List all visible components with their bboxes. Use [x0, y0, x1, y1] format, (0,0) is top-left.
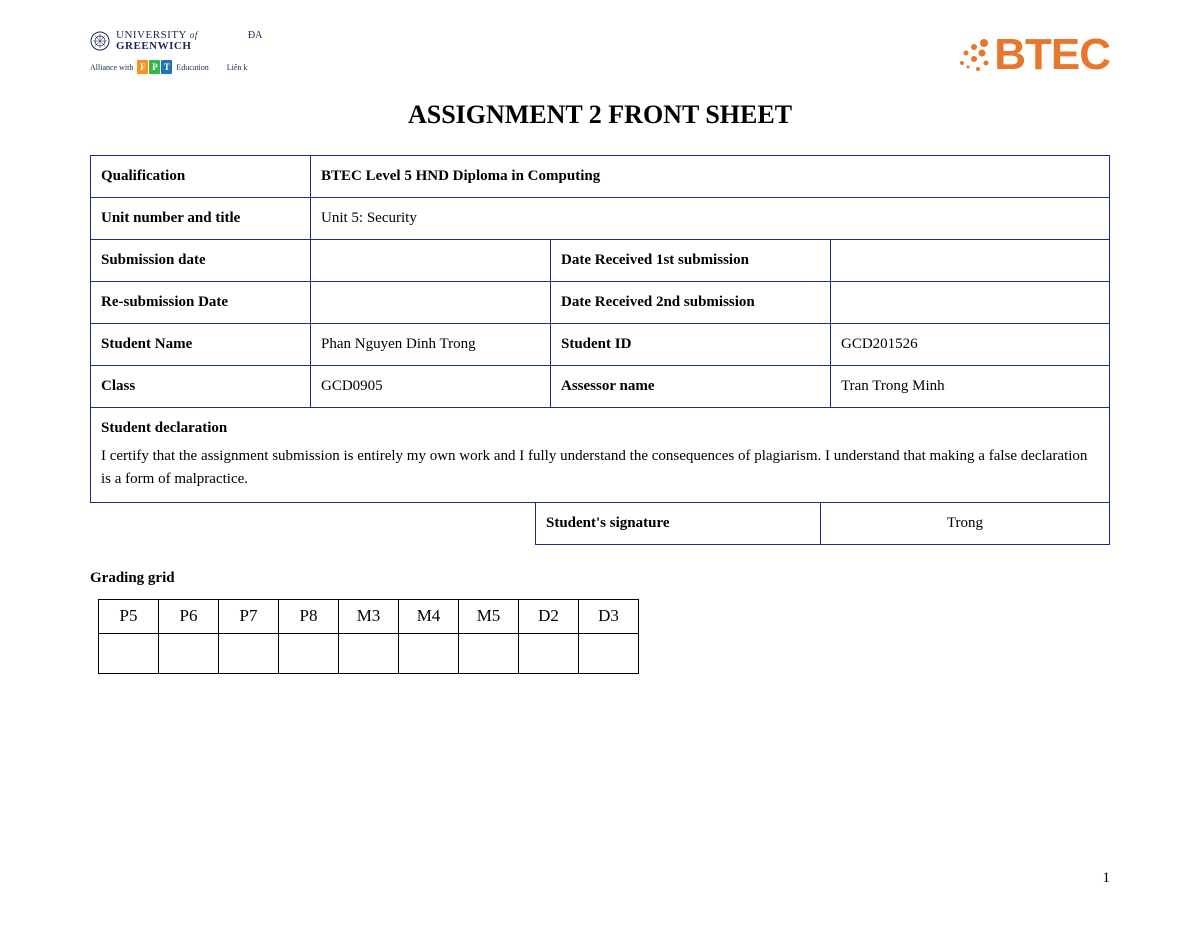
grading-header-row: P5 P6 P7 P8 M3 M4 M5 D2 D3 — [99, 599, 639, 633]
submission-row: Submission date Date Received 1st submis… — [91, 240, 1110, 282]
btec-logo: BTEC — [952, 30, 1110, 80]
date-received-2-label: Date Received 2nd submission — [551, 282, 831, 324]
grading-grid-table: P5 P6 P7 P8 M3 M4 M5 D2 D3 — [98, 599, 639, 674]
resubmission-row: Re-submission Date Date Received 2nd sub… — [91, 282, 1110, 324]
header: UNIVERSITY of GREENWICH ĐA Alliance with… — [90, 30, 1110, 80]
grading-cell — [399, 633, 459, 673]
grading-header: M5 — [459, 599, 519, 633]
declaration-row: Student declaration I certify that the a… — [91, 408, 1110, 503]
signature-label: Student's signature — [536, 502, 821, 544]
grading-header: P8 — [279, 599, 339, 633]
class-value: GCD0905 — [311, 366, 551, 408]
unit-label: Unit number and title — [91, 198, 311, 240]
fpt-logo: F P T — [137, 60, 172, 74]
grading-grid-title: Grading grid — [90, 570, 1110, 587]
front-sheet-table: Qualification BTEC Level 5 HND Diploma i… — [90, 155, 1110, 503]
grading-header: D2 — [519, 599, 579, 633]
grading-cell — [339, 633, 399, 673]
student-name-value: Phan Nguyen Dinh Trong — [311, 324, 551, 366]
date-received-1-label: Date Received 1st submission — [551, 240, 831, 282]
grading-header: D3 — [579, 599, 639, 633]
greenwich-logo: UNIVERSITY of GREENWICH — [90, 30, 198, 52]
declaration-text: I certify that the assignment submission… — [101, 445, 1099, 490]
grading-cell — [519, 633, 579, 673]
page-number: 1 — [1103, 870, 1111, 887]
submission-value — [311, 240, 551, 282]
qualification-label: Qualification — [91, 156, 311, 198]
grading-cell — [459, 633, 519, 673]
student-name-label: Student Name — [91, 324, 311, 366]
class-row: Class GCD0905 Assessor name Tran Trong M… — [91, 366, 1110, 408]
grading-value-row — [99, 633, 639, 673]
qualification-row: Qualification BTEC Level 5 HND Diploma i… — [91, 156, 1110, 198]
declaration-title: Student declaration — [101, 420, 1099, 437]
qualification-value: BTEC Level 5 HND Diploma in Computing — [311, 156, 1110, 198]
fpt-p: P — [149, 60, 160, 74]
submission-label: Submission date — [91, 240, 311, 282]
greenwich-line2: GREENWICH — [116, 41, 198, 52]
page-title: ASSIGNMENT 2 FRONT SHEET — [90, 100, 1110, 130]
assessor-value: Tran Trong Minh — [831, 366, 1110, 408]
btec-text: BTEC — [994, 30, 1110, 80]
date-received-2-value — [831, 282, 1110, 324]
class-label: Class — [91, 366, 311, 408]
grading-header: P5 — [99, 599, 159, 633]
btec-dots-icon — [952, 35, 992, 75]
grading-header: M3 — [339, 599, 399, 633]
grading-header: P7 — [219, 599, 279, 633]
assessor-label: Assessor name — [551, 366, 831, 408]
unit-value: Unit 5: Security — [311, 198, 1110, 240]
date-received-1-value — [831, 240, 1110, 282]
alliance-row: Alliance with F P T Education — [90, 60, 209, 74]
alliance-prefix: Alliance with — [90, 63, 133, 72]
grading-cell — [219, 633, 279, 673]
greenwich-of: of — [190, 30, 198, 40]
grading-cell — [579, 633, 639, 673]
student-id-value: GCD201526 — [831, 324, 1110, 366]
signature-table: Student's signature Trong — [535, 502, 1110, 545]
fpt-f: F — [137, 60, 148, 74]
declaration-cell: Student declaration I certify that the a… — [91, 408, 1110, 503]
header-left-logos: UNIVERSITY of GREENWICH ĐA Alliance with… — [90, 30, 262, 74]
greenwich-crest-icon — [90, 31, 110, 51]
unit-row: Unit number and title Unit 5: Security — [91, 198, 1110, 240]
fpt-t: T — [161, 60, 172, 74]
education-text: Education — [176, 63, 208, 72]
grading-header: P6 — [159, 599, 219, 633]
grading-cell — [99, 633, 159, 673]
da-text: ĐA — [248, 30, 262, 41]
resubmission-value — [311, 282, 551, 324]
student-name-row: Student Name Phan Nguyen Dinh Trong Stud… — [91, 324, 1110, 366]
signature-value: Trong — [821, 502, 1110, 544]
student-id-label: Student ID — [551, 324, 831, 366]
resubmission-label: Re-submission Date — [91, 282, 311, 324]
grading-cell — [159, 633, 219, 673]
grading-header: M4 — [399, 599, 459, 633]
lien-text: Liên k — [227, 63, 248, 72]
grading-cell — [279, 633, 339, 673]
